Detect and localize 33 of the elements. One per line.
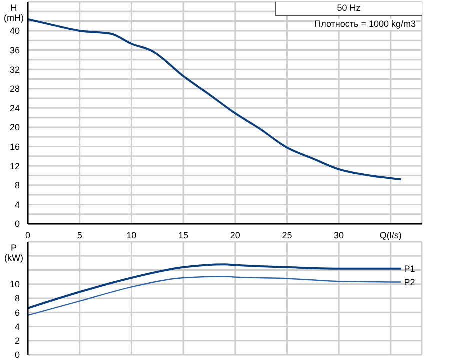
y-tick-label: 0 — [14, 219, 20, 230]
line-series — [28, 264, 402, 310]
y-tick-label: 20 — [10, 122, 20, 133]
series-label: P2 — [404, 277, 416, 288]
y-tick-label: 0 — [14, 350, 20, 360]
y-tick-label: 16 — [10, 142, 20, 152]
y-axis-title: P (kW) — [4, 243, 24, 263]
y-tick-label: 2 — [14, 336, 20, 346]
y-tick-label: 12 — [10, 161, 20, 172]
y-axis-title: H (mH) — [4, 3, 24, 23]
y-tick-label: 6 — [14, 308, 20, 318]
y-tick-label: 28 — [10, 84, 20, 94]
x-tick-label: 5 — [77, 230, 82, 240]
annotation: Плотность = 1000 kg/m3 — [314, 19, 416, 30]
x-tick-label: 25 — [282, 230, 292, 240]
x-tick-label: 0 — [25, 230, 31, 240]
y-tick-label: 32 — [10, 64, 20, 75]
y-tick-label: 8 — [14, 294, 20, 304]
caption-box: 50 Hz — [275, 2, 422, 16]
x-tick-label: 20 — [230, 230, 240, 240]
y-tick-label: 10 — [10, 280, 20, 290]
y-tick-label: 4 — [14, 200, 20, 210]
x-tick-label: Q(l/s) — [380, 230, 402, 240]
line-series — [28, 276, 402, 316]
y-tick-label: 4 — [14, 322, 20, 332]
series-label: P1 — [404, 264, 416, 274]
y-tick-label: 36 — [10, 45, 20, 56]
x-tick-label: 15 — [178, 230, 189, 240]
y-tick-label: 8 — [14, 180, 20, 191]
y-tick-label: 40 — [10, 26, 20, 36]
x-tick-label: 10 — [126, 230, 137, 240]
x-tick-label: 30 — [334, 230, 344, 240]
y-tick-label: 24 — [10, 103, 20, 114]
